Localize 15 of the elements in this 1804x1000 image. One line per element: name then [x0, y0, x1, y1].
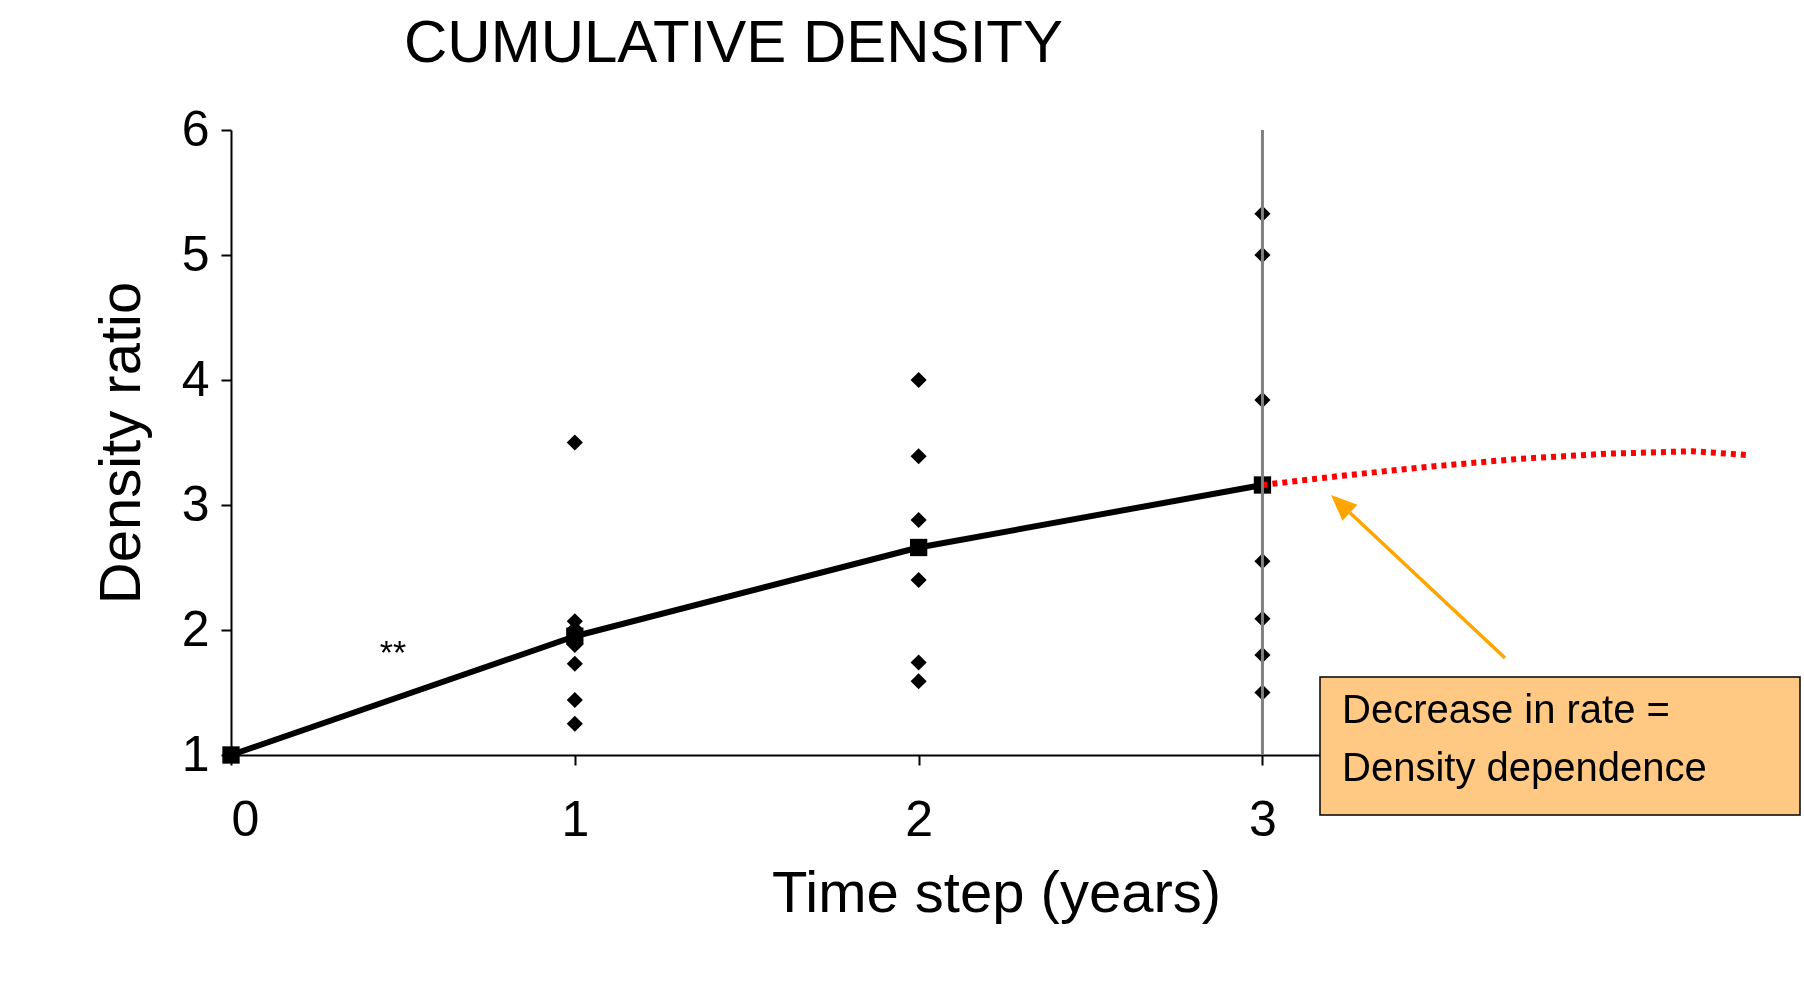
annotation: Decrease in rate = Density dependence [1342, 687, 1707, 789]
annotation: ** [379, 633, 407, 671]
y-tick-label: 1 [181, 725, 210, 782]
x-tick-label: 1 [561, 790, 590, 847]
y-tick-label: 5 [181, 225, 210, 282]
y-tick-label: 4 [181, 350, 210, 407]
x-tick-label: 0 [231, 790, 260, 847]
x-axis-title: Time step (years) [771, 858, 1222, 924]
x-tick-label: 2 [905, 790, 934, 847]
y-tick-label: 3 [181, 475, 210, 532]
y-axis-title: Density ratio [86, 281, 152, 605]
x-tick-label: 3 [1249, 790, 1277, 847]
chart-title: CUMULATIVE DENSITY [404, 8, 1063, 75]
y-tick-label: 6 [181, 100, 210, 157]
y-tick-label: 2 [181, 600, 210, 657]
